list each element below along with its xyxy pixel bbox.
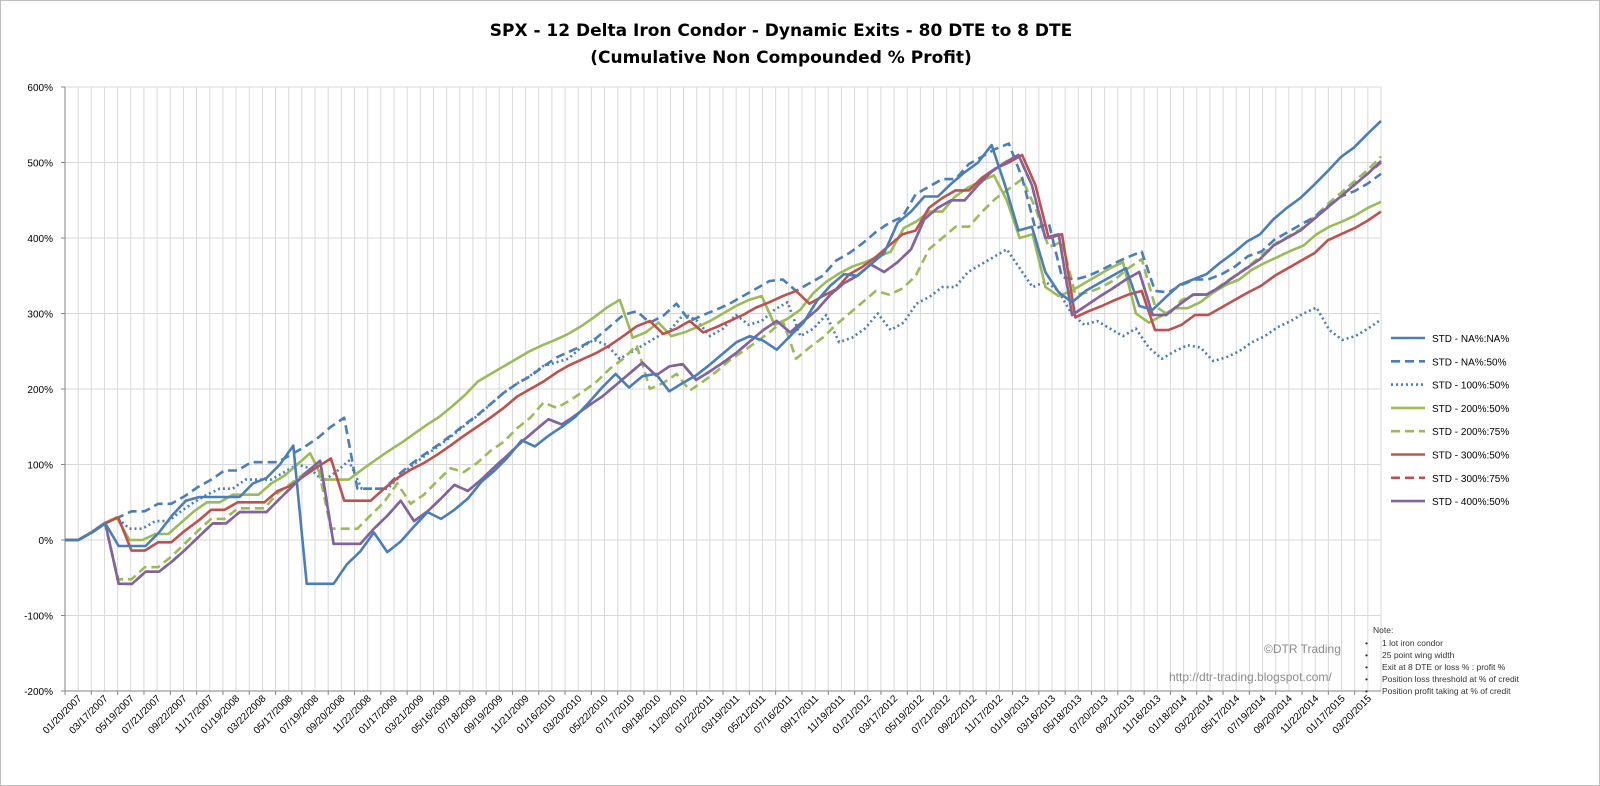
axes: -200%-100%0%100%200%300%400%500%600%01/2… bbox=[24, 83, 1381, 737]
note-box: Note: • 1 lot iron condor • 25 point wing w… bbox=[1365, 625, 1520, 696]
y-tick-label: 400% bbox=[27, 234, 53, 245]
series-lines bbox=[65, 120, 1382, 586]
y-tick-label: -200% bbox=[24, 687, 53, 698]
series-line-std-400-50- bbox=[65, 153, 1382, 586]
legend-label: STD - 300%:75% bbox=[1432, 474, 1509, 485]
series-line-std-300-50- bbox=[65, 153, 1382, 552]
y-tick-label: 0% bbox=[39, 536, 54, 547]
note-bullet: • bbox=[1365, 650, 1368, 660]
y-tick-label: 200% bbox=[27, 385, 53, 396]
series-line-std-100-50- bbox=[65, 248, 1382, 542]
y-tick-label: 600% bbox=[27, 83, 53, 94]
chart-title-line-1: SPX - 12 Delta Iron Condor - Dynamic Exi… bbox=[490, 21, 1073, 41]
legend-label: STD - 400%:50% bbox=[1432, 497, 1509, 508]
chart-title-line-2: (Cumulative Non Compounded % Profit) bbox=[590, 48, 972, 68]
legend-label: STD - 100%:50% bbox=[1432, 381, 1509, 392]
note-item: 1 lot iron condor bbox=[1382, 638, 1443, 648]
legend-label: STD - NA%:50% bbox=[1432, 357, 1507, 368]
y-tick-label: 300% bbox=[27, 310, 53, 321]
legend-label: STD - 200%:75% bbox=[1432, 427, 1509, 438]
note-heading: Note: bbox=[1373, 625, 1393, 635]
note-item: Position profit taking at % of credit bbox=[1382, 686, 1511, 696]
note-bullet: • bbox=[1365, 686, 1368, 696]
series-line-std-200-75- bbox=[65, 155, 1382, 581]
legend: STD - NA%:NA% STD - NA%:50% STD - 100%:50%… bbox=[1391, 334, 1509, 508]
note-bullet: • bbox=[1365, 662, 1368, 672]
note-item: Exit at 8 DTE or loss % : profit % bbox=[1382, 662, 1506, 672]
note-bullet: • bbox=[1365, 638, 1368, 648]
legend-label: STD - 200%:50% bbox=[1432, 404, 1509, 415]
note-item: 25 point wing width bbox=[1382, 650, 1455, 660]
legend-label: STD - NA%:NA% bbox=[1432, 334, 1509, 345]
legend-label: STD - 300%:50% bbox=[1432, 451, 1509, 462]
note-item: Position loss threshold at % of credit bbox=[1382, 674, 1520, 684]
note-bullet: • bbox=[1365, 674, 1368, 684]
y-tick-label: 100% bbox=[27, 461, 53, 472]
gridlines bbox=[64, 86, 1382, 692]
y-tick-label: 500% bbox=[27, 159, 53, 170]
y-tick-label: -100% bbox=[24, 612, 53, 623]
watermark-url: http://dtr-trading.blogspot.com/ bbox=[1169, 670, 1332, 684]
series-line-std-na-na- bbox=[65, 120, 1382, 586]
watermark-copyright: ©DTR Trading bbox=[1264, 642, 1341, 656]
